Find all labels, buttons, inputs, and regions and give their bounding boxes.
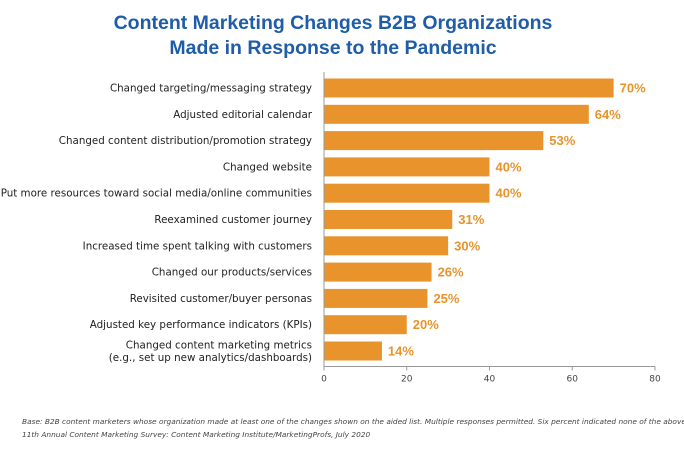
category-label: Changed our products/services (152, 267, 312, 279)
category-label: (e.g., set up new analytics/dashboards) (109, 352, 312, 364)
x-tick-label: 40 (484, 375, 496, 385)
bar (324, 341, 382, 361)
category-label: Changed website (223, 161, 312, 173)
data-label: 64% (595, 107, 621, 122)
bar (324, 78, 614, 98)
data-label: 40% (496, 159, 522, 174)
bar (324, 288, 428, 308)
bar (324, 157, 490, 177)
category-label: Put more resources toward social media/o… (1, 188, 312, 200)
bar (324, 262, 432, 282)
category-label: Increased time spent talking with custom… (83, 240, 312, 252)
category-label: Changed content distribution/promotion s… (59, 135, 312, 147)
category-label: Adjusted key performance indicators (KPI… (90, 319, 312, 331)
x-tick-label: 20 (401, 375, 413, 385)
bar (324, 236, 449, 256)
bar (324, 183, 490, 203)
bar (324, 131, 544, 151)
category-label: Revisited customer/buyer personas (130, 293, 312, 305)
data-label: 26% (438, 265, 464, 280)
data-label: 30% (454, 238, 480, 253)
footnote-base: Base: B2B content marketers whose organi… (22, 417, 684, 426)
bar (324, 315, 407, 335)
data-label: 40% (496, 186, 522, 201)
category-label: Reexamined customer journey (154, 214, 312, 226)
category-label: Adjusted editorial calendar (173, 109, 312, 121)
category-label: Changed targeting/messaging strategy (110, 83, 312, 95)
data-label: 20% (413, 317, 439, 332)
chart-title-line-1: Content Marketing Changes B2B Organizati… (114, 12, 553, 34)
x-tick-label: 0 (321, 375, 327, 385)
data-label: 25% (433, 291, 459, 306)
data-label: 53% (549, 133, 575, 148)
category-label: Changed content marketing metrics (126, 340, 312, 352)
chart-title-line-2: Made in Response to the Pandemic (169, 37, 496, 59)
x-tick-label: 60 (567, 375, 579, 385)
data-label: 70% (620, 81, 646, 96)
bar (324, 210, 453, 229)
bar (324, 104, 589, 124)
x-tick-label: 80 (649, 375, 661, 385)
footnote-source: 11th Annual Content Marketing Survey: Co… (22, 430, 370, 439)
data-label: 31% (458, 212, 484, 227)
data-label: 14% (388, 344, 414, 359)
